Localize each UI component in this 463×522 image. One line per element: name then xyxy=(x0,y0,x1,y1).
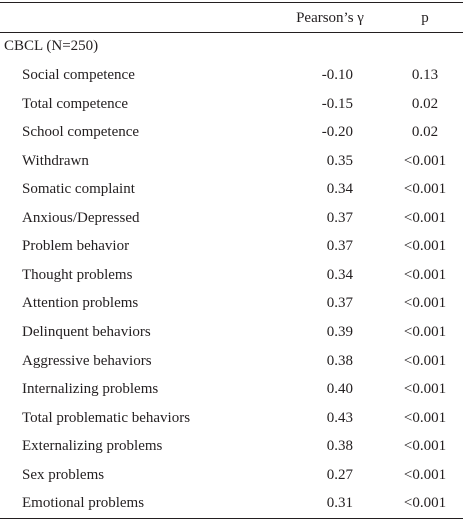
pearson-value: 0.39 xyxy=(326,323,353,340)
row-label: Externalizing problems xyxy=(22,438,163,455)
row-label: Problem behavior xyxy=(22,238,130,255)
p-value: <0.001 xyxy=(403,181,447,198)
p-value: <0.001 xyxy=(403,466,447,483)
header-rule xyxy=(0,32,463,33)
row-label: Total problematic behaviors xyxy=(22,409,191,426)
p-value: 0.02 xyxy=(411,95,439,112)
pearson-value: 0.37 xyxy=(326,295,353,312)
bottom-rule xyxy=(0,518,463,519)
row-label: Emotional problems xyxy=(22,495,145,512)
pearson-value: 0.40 xyxy=(326,381,353,398)
p-value: <0.001 xyxy=(403,295,447,312)
p-value: <0.001 xyxy=(403,209,447,226)
pearson-value: 0.38 xyxy=(326,352,353,369)
p-value: <0.001 xyxy=(403,495,447,512)
pearson-value: 0.34 xyxy=(326,266,353,283)
row-label: Internalizing problems xyxy=(22,381,159,398)
row-label: Anxious/Depressed xyxy=(22,209,140,226)
p-value: <0.001 xyxy=(403,352,447,369)
p-value: <0.001 xyxy=(403,381,447,398)
pearson-value: 0.34 xyxy=(326,181,353,198)
group-label: CBCL (N=250) xyxy=(4,38,99,54)
header-cell: Pearson’s γ xyxy=(296,10,364,26)
pearson-value: -0.20 xyxy=(321,124,353,141)
pearson-value: 0.37 xyxy=(326,238,353,255)
p-value: <0.001 xyxy=(403,152,447,169)
header-cell: p xyxy=(421,10,429,26)
p-value: 0.02 xyxy=(411,124,439,141)
row-label: School competence xyxy=(22,124,140,141)
p-value: <0.001 xyxy=(403,238,447,255)
p-value: <0.001 xyxy=(403,323,447,340)
pearson-value: -0.10 xyxy=(321,67,353,83)
p-value: <0.001 xyxy=(403,438,447,455)
row-label: Aggressive behaviors xyxy=(22,352,152,369)
p-value: <0.001 xyxy=(403,266,447,283)
pearson-value: 0.31 xyxy=(326,495,353,512)
p-value: <0.001 xyxy=(403,409,447,426)
row-label: Total competence xyxy=(22,95,128,112)
pearson-value: 0.43 xyxy=(326,409,353,426)
row-label: Withdrawn xyxy=(22,152,89,169)
p-value: 0.13 xyxy=(411,67,439,83)
pearson-value: 0.38 xyxy=(326,438,353,455)
row-label: Social competence xyxy=(22,67,135,83)
row-label: Sex problems xyxy=(22,466,105,483)
pearson-value: 0.27 xyxy=(326,466,353,483)
row-label: Delinquent behaviors xyxy=(22,323,151,340)
pearson-value: 0.35 xyxy=(326,152,353,169)
row-label: Somatic complaint xyxy=(22,181,135,198)
row-label: Thought problems xyxy=(22,266,133,283)
top-rule xyxy=(0,2,463,3)
pearson-value: -0.15 xyxy=(321,95,353,112)
row-label: Attention problems xyxy=(22,295,139,312)
pearson-value: 0.37 xyxy=(326,209,353,226)
